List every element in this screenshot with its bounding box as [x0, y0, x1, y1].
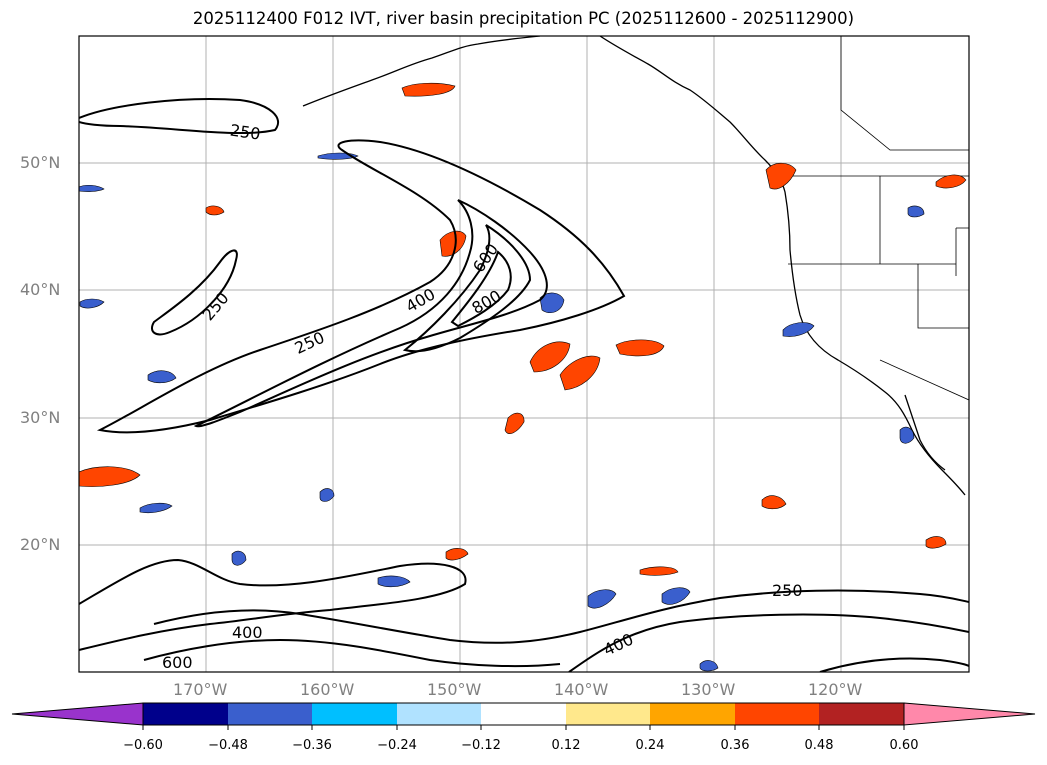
patch-pos — [445, 548, 469, 561]
colorbar-tick-label: 0.12 — [551, 738, 581, 753]
lon-label-170w: 170°W — [173, 680, 228, 699]
lat-label-50n: 50°N — [20, 153, 61, 172]
contour-label: 600 — [469, 240, 502, 276]
coastline — [302, 36, 966, 496]
colorbar-tick-label: 0.36 — [720, 738, 750, 753]
colorbar-tick-label: −0.36 — [292, 738, 332, 753]
patch-pos — [439, 230, 467, 257]
patch-pos — [639, 566, 679, 576]
patch-neg — [907, 205, 925, 218]
plot-frame — [78, 35, 970, 673]
negative-patches — [79, 152, 925, 672]
lat-label-40n: 40°N — [20, 280, 61, 299]
lon-label-130w: 130°W — [681, 680, 736, 699]
colorbar — [11, 702, 1036, 730]
patch-pos — [559, 355, 601, 391]
patch-pos — [401, 82, 456, 97]
patch-neg — [782, 322, 815, 337]
patch-neg — [587, 589, 617, 609]
colorbar-swatch — [566, 703, 650, 725]
patch-pos — [765, 162, 797, 190]
ivt-contours — [79, 98, 969, 672]
patch-pos — [761, 495, 787, 510]
contour-label: 400 — [601, 630, 637, 660]
colorbar-swatch — [819, 703, 904, 725]
colorbar-swatch — [650, 703, 735, 725]
patch-pos — [615, 339, 665, 357]
patch-neg — [699, 660, 719, 672]
patch-neg — [139, 502, 173, 514]
patch-pos — [529, 341, 571, 373]
chart-title: 2025112400 F012 IVT, river basin precipi… — [192, 9, 855, 28]
contour-label: 250 — [229, 121, 262, 144]
colorbar-swatch — [481, 703, 566, 725]
lat-label-30n: 30°N — [20, 408, 61, 427]
colorbar-swatch — [228, 703, 312, 725]
patch-neg — [539, 292, 565, 313]
patch-neg — [319, 488, 335, 502]
colorbar-extend-right — [903, 702, 1036, 726]
colorbar-swatch — [312, 703, 397, 725]
patch-neg — [899, 426, 915, 444]
patch-pos — [504, 412, 525, 434]
patch-pos — [925, 536, 947, 549]
colorbar-tick-label: 0.60 — [889, 738, 919, 753]
contour-label: 600 — [162, 653, 193, 672]
contour-labels: 250 250 250 400 600 800 250 400 600 400 — [162, 121, 803, 672]
borders — [782, 36, 969, 401]
colorbar-swatch — [397, 703, 481, 725]
patch-pos — [205, 205, 225, 216]
patch-pos — [935, 174, 967, 189]
contour-label: 400 — [403, 284, 439, 316]
colorbar-extend-left — [11, 702, 144, 726]
contour-label: 250 — [772, 581, 803, 600]
lon-label-150w: 150°W — [427, 680, 482, 699]
colorbar-swatch — [143, 703, 228, 725]
patch-neg — [377, 575, 411, 588]
lat-label-20n: 20°N — [20, 535, 61, 554]
patch-neg — [661, 587, 691, 605]
colorbar-tick-label: −0.12 — [461, 738, 501, 753]
colorbar-tick-label: −0.48 — [208, 738, 248, 753]
colorbar-tick-label: −0.24 — [377, 738, 417, 753]
colorbar-swatch — [735, 703, 819, 725]
lon-label-160w: 160°W — [300, 680, 355, 699]
lon-label-120w: 120°W — [808, 680, 863, 699]
colorbar-tick-label: 0.48 — [804, 738, 834, 753]
colorbar-tick-label: 0.24 — [635, 738, 665, 753]
patch-neg — [79, 184, 105, 192]
colorbar-tick-label: −0.60 — [123, 738, 163, 753]
patch-neg — [147, 370, 177, 384]
contour-label: 400 — [232, 623, 263, 642]
positive-patches — [79, 82, 967, 576]
lon-label-140w: 140°W — [554, 680, 609, 699]
contour-label: 250 — [292, 328, 328, 358]
patch-neg — [79, 298, 105, 309]
patch-pos — [79, 466, 141, 487]
patch-neg — [231, 550, 247, 566]
contour-label: 250 — [198, 289, 232, 325]
